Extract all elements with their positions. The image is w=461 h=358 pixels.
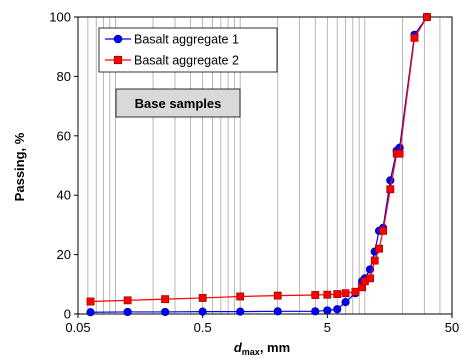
series-2-point-3 [198,294,207,302]
series-1-point-8 [333,305,342,314]
x-axis-title-unit: , mm [260,340,290,355]
series-2-point-6 [311,291,320,299]
series-2-point-19 [395,149,404,158]
series-1-point-6 [311,307,320,316]
series-2-point-17 [386,185,395,194]
series-1-point-2 [161,307,170,317]
series-2-point-10 [351,287,360,296]
legend-box [98,27,278,73]
y-tick-label-5: 100 [49,10,71,25]
series-2-point-5 [273,291,282,300]
series-2-point-15 [375,244,383,253]
legend-label-series-2: Basalt aggregate 2 [134,54,239,68]
series-2-point-20 [410,33,419,42]
x-axis-title: dmax, mm [234,340,290,357]
y-tick-label-4: 80 [57,69,71,84]
y-axis-title: Passing, % [12,132,27,201]
base-samples-note: Base samples [115,88,241,118]
y-tick-label-3: 60 [57,128,71,143]
series-1-point-0 [86,308,95,317]
series-2-point-14 [370,256,379,265]
y-axis-ticks: 0 20 40 60 80 100 [49,10,78,322]
x-axis-ticks: 0.05 0.5 5 50 [65,314,459,335]
x-tick-label-1: 0.5 [194,320,212,335]
series-2-point-8 [333,290,342,299]
legend-marker-series-2 [113,55,123,65]
series-2-point-0 [86,297,95,306]
x-axis-title-subscript: max [242,347,260,357]
plot-area-frame [77,16,453,315]
x-axis-title-symbol: d [234,340,243,355]
series-1-point-4 [236,307,245,316]
x-tick-label-2: 5 [324,320,331,335]
x-tick-label-3: 50 [445,320,459,335]
y-tick-label-1: 20 [57,247,71,262]
series-2-point-13 [366,274,374,283]
series-2-point-1 [123,296,132,305]
series-2-point-4 [236,292,245,301]
legend-label-series-1: Basalt aggregate 1 [134,33,239,47]
series-layer [86,12,432,317]
series-2-point-21 [423,13,431,21]
series-2-point-7 [323,290,332,299]
note-text: Base samples [135,96,222,111]
legend-marker-series-1 [113,34,123,44]
series-1-point-9 [341,298,350,307]
y-tick-label-2: 40 [57,188,71,203]
x-tick-label-0: 0.05 [65,320,90,335]
series-2 [86,13,431,306]
y-tick-label-0: 0 [64,307,71,322]
series-1-point-5 [273,307,282,316]
note-box [115,88,241,118]
series-1-point-7 [323,306,332,315]
series-2-point-16 [379,226,387,235]
series-2-point-9 [341,289,350,298]
series-2-point-2 [161,295,170,304]
series-1-point-3 [198,307,207,316]
legend: Basalt aggregate 1 Basalt aggregate 2 [98,27,278,73]
series-1-point-1 [123,307,132,317]
